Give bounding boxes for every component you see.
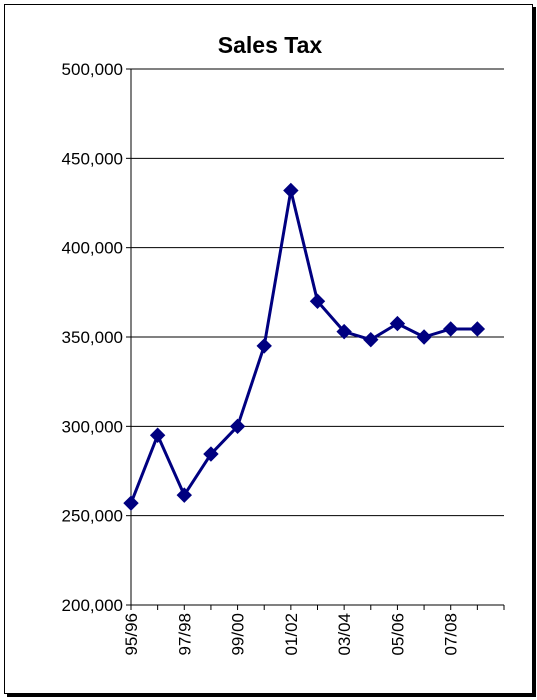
x-tick-label: 95/96 [122,613,141,656]
chart-title: Sales Tax [218,32,323,58]
y-tick-label: 400,000 [62,239,123,258]
y-axis-ticks: 200,000 250,000 300,000 350,000 400,000 450,0… [62,60,123,615]
x-tick-label: 99/00 [229,613,248,656]
x-tick-label: 03/04 [335,613,354,656]
data-point [229,418,246,435]
axes [126,68,505,610]
y-tick-label: 450,000 [62,149,123,168]
data-point [123,495,139,511]
data-point [389,315,406,332]
series-line [129,188,478,504]
data-point [149,427,166,443]
x-tick-label: 01/02 [282,613,301,656]
series-sales-tax [123,182,486,511]
data-point [416,329,432,345]
data-point [203,446,219,462]
y-tick-label: 250,000 [62,507,123,526]
data-point [176,487,192,503]
data-point [469,321,486,337]
chart-frame: Sales Tax 200,000 250,000 300,000 350,000 40… [4,4,533,694]
gridlines [131,68,504,517]
data-point [363,331,379,348]
line-chart: Sales Tax 200,000 250,000 300,000 350,000 40… [62,32,505,656]
data-point [256,338,272,354]
data-point [283,182,299,199]
data-point [336,323,352,340]
x-tick-label: 05/06 [388,613,407,656]
y-tick-label: 500,000 [62,60,123,79]
y-tick-label: 350,000 [62,328,123,347]
y-tick-label: 200,000 [62,596,123,615]
data-point [309,293,326,309]
x-tick-label: 97/98 [175,613,194,656]
x-tick-label: 07/08 [442,613,461,656]
data-point [443,321,459,337]
y-tick-label: 300,000 [62,417,123,436]
x-axis-ticks: 95/96 97/98 99/00 01/02 03/04 05/06 07/08 [122,613,461,656]
